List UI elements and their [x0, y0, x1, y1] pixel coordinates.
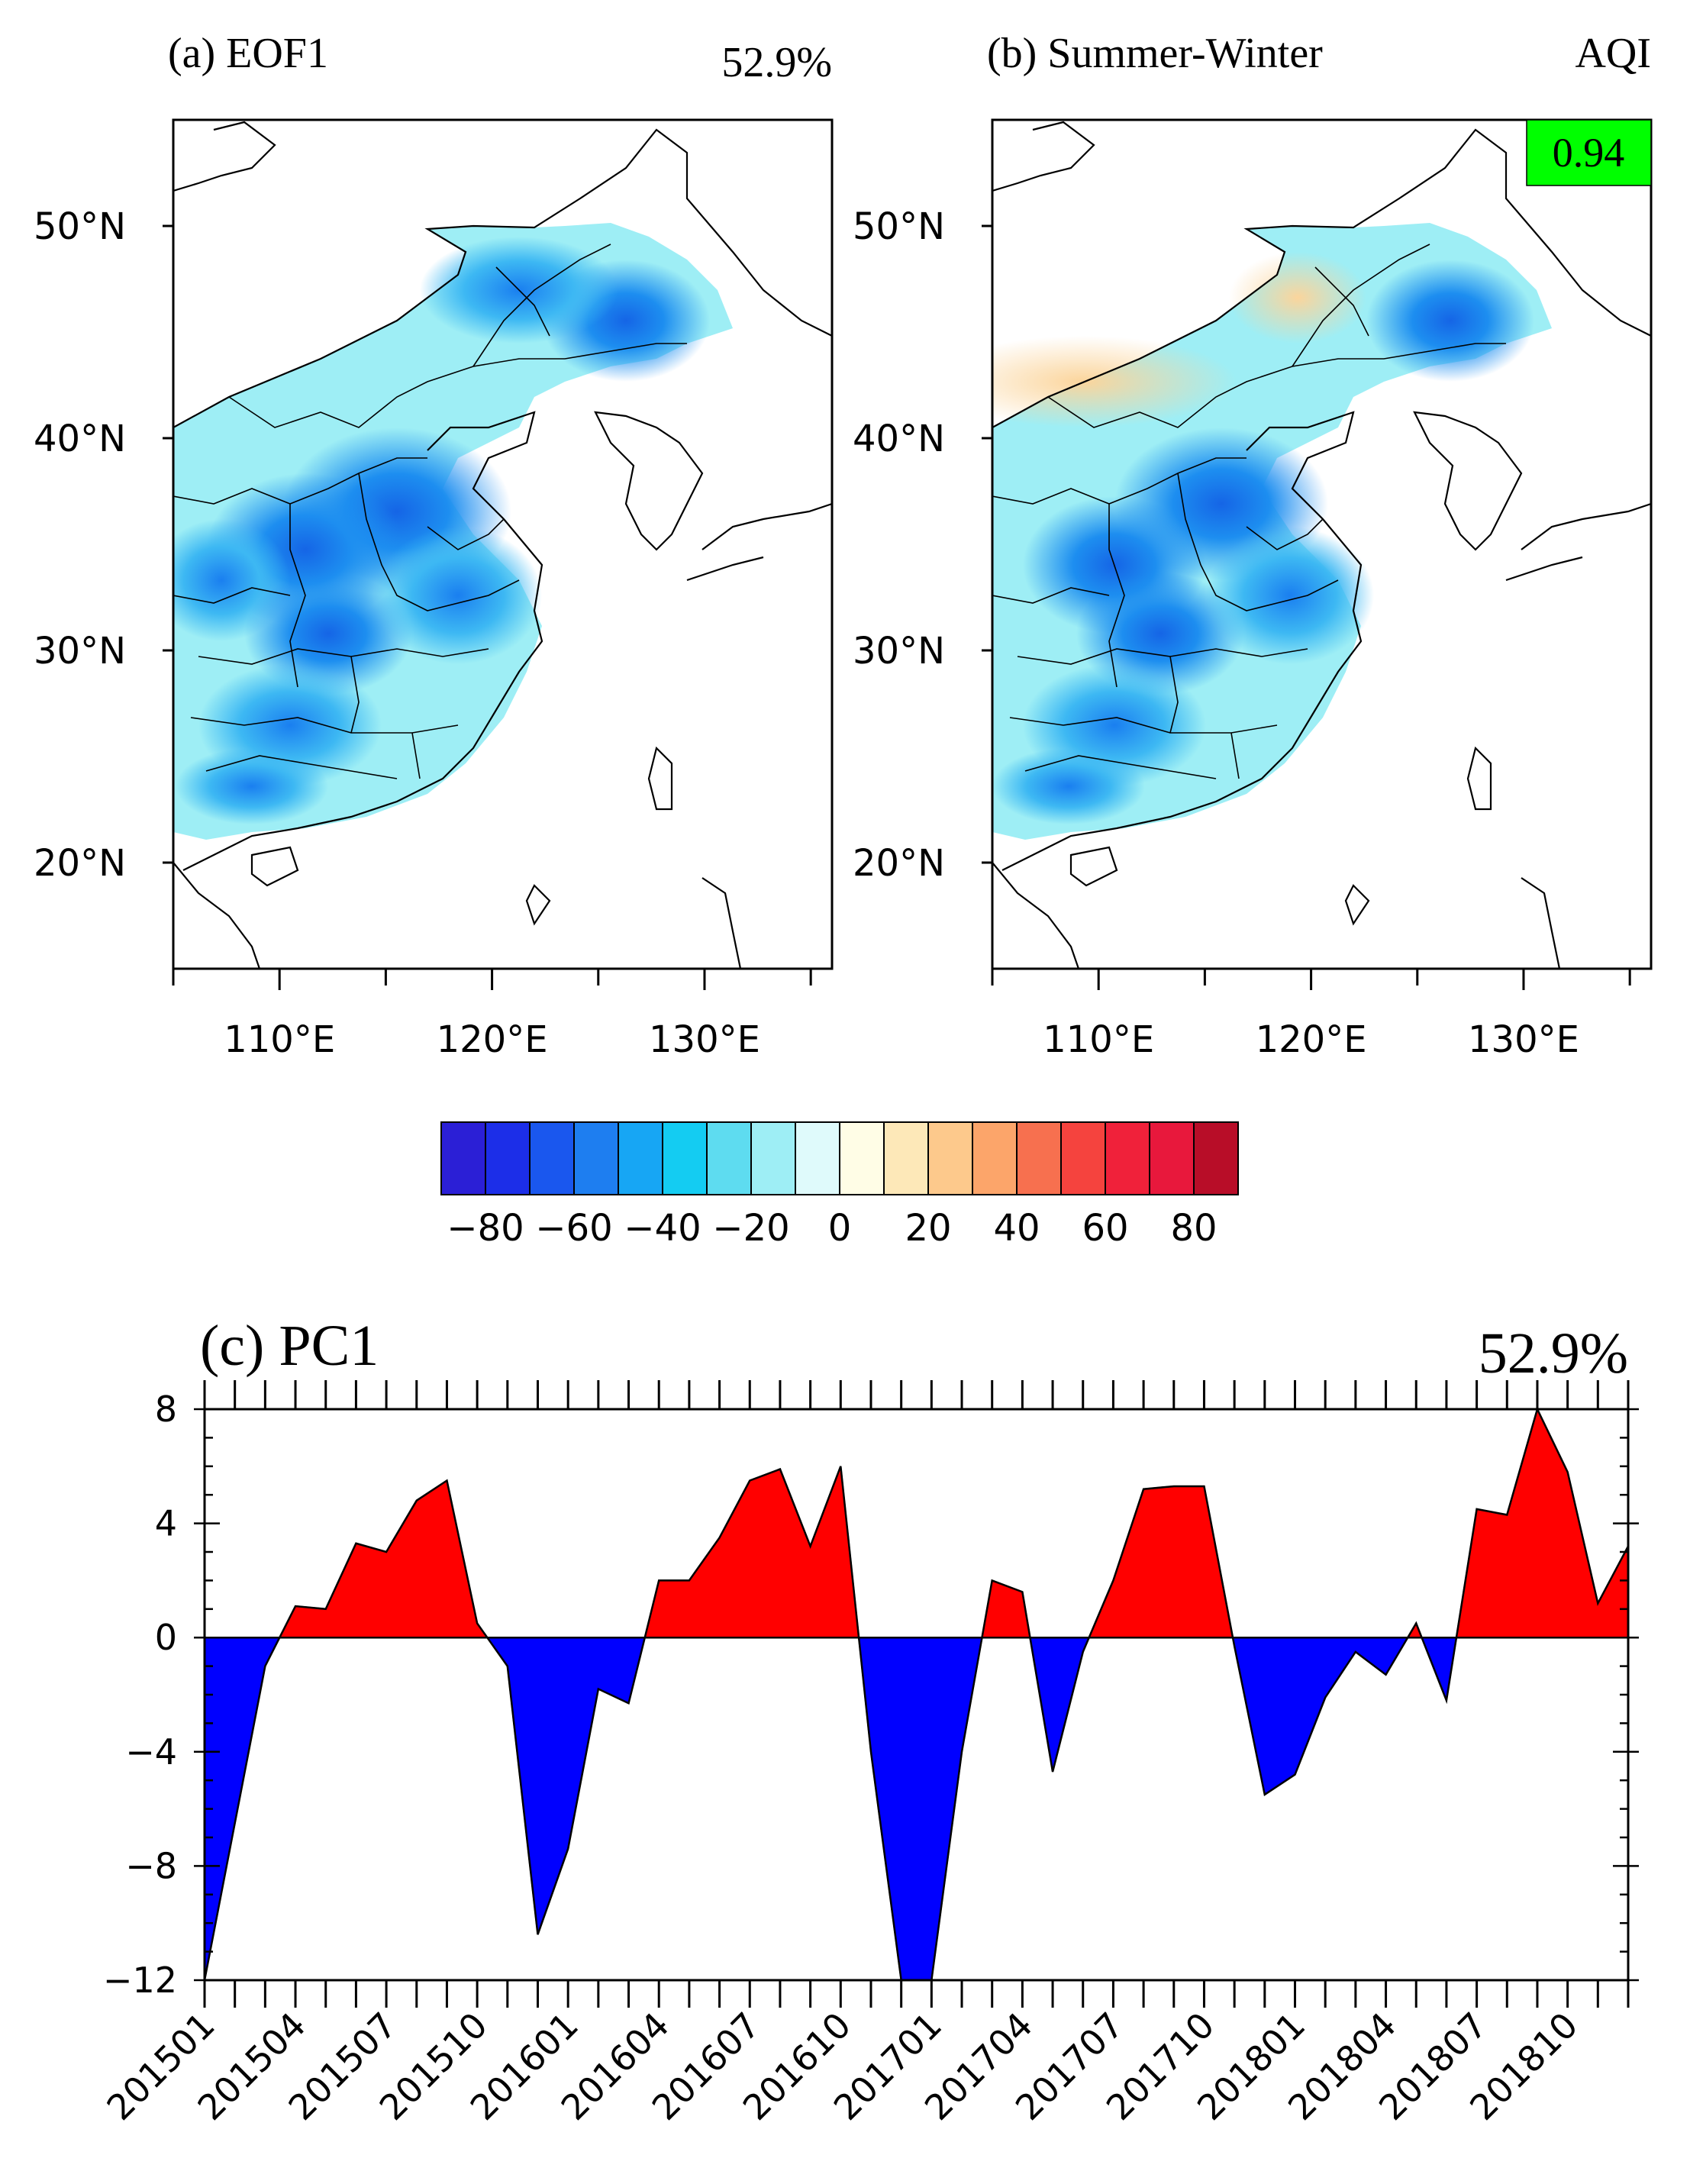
panel-a-title: (a) EOF1: [168, 30, 328, 77]
panel-a-frame: [172, 118, 834, 970]
y-tick-label: −8: [125, 1845, 177, 1886]
panel-a: (a) EOF1 52.9%: [34, 30, 834, 1061]
negative-area: [204, 1637, 1628, 1981]
colorbar-tick-label: 60: [1082, 1207, 1128, 1250]
pc1-area: [203, 1406, 1630, 1982]
panel-b-frame: [991, 118, 1653, 970]
colorbar-swatch: [1016, 1121, 1062, 1195]
colorbar-swatch: [440, 1121, 486, 1195]
panel-b: (b) Summer-Winter AQI: [853, 30, 1653, 1061]
colorbar-tick-label: −80: [447, 1207, 524, 1250]
positive-area: [205, 1407, 1629, 1639]
panel-a-province-borders: [173, 244, 687, 779]
panel-a-lat-ticks: 50°N 40°N 30°N 20°N: [34, 205, 173, 885]
panel-a-lon-label: 110°E: [224, 1018, 335, 1061]
colorbar-swatch: [972, 1121, 1018, 1195]
colorbar-swatches: [440, 1121, 1239, 1195]
panel-c: (c) PC1 52.9% 840−4−8−12 201501201504201…: [98, 1314, 1639, 2128]
colorbar-swatch: [618, 1121, 663, 1195]
colorbar-swatch: [529, 1121, 575, 1195]
colorbar-swatch: [1060, 1121, 1106, 1195]
colorbar-tick-label: −40: [624, 1207, 701, 1250]
panel-a-lat-label: 50°N: [34, 205, 126, 248]
colorbar-swatch: [1105, 1121, 1150, 1195]
panel-a-lat-label: 40°N: [34, 418, 126, 460]
panel-a-lat-label: 30°N: [34, 630, 126, 673]
panel-b-label: AQI: [1575, 30, 1651, 77]
panel-b-blob: [992, 748, 1145, 824]
colorbar-swatch: [927, 1121, 973, 1195]
colorbar-swatch: [883, 1121, 929, 1195]
colorbar-tick-label: 20: [905, 1207, 951, 1250]
y-tick-label: −12: [103, 1960, 177, 2001]
panel-b-lon-label: 130°E: [1468, 1018, 1579, 1061]
panel-b-blob: [1229, 252, 1366, 344]
colorbar-swatch: [706, 1121, 752, 1195]
y-tick-label: 0: [155, 1617, 177, 1658]
panel-b-lon-ticks: 110°E 120°E 130°E: [991, 969, 1631, 1061]
y-tick-label: 4: [155, 1503, 177, 1544]
panel-b-lat-ticks: 50°N 40°N 30°N 20°N: [853, 205, 992, 885]
colorbar-tick-label: −60: [535, 1207, 612, 1250]
panel-b-blob: [1206, 527, 1374, 664]
panel-b-map: [992, 120, 1651, 969]
colorbar-swatch: [485, 1121, 531, 1195]
panel-a-lon-label: 120°E: [437, 1018, 548, 1061]
colorbar-tick-label: −20: [712, 1207, 789, 1250]
panel-b-blob: [992, 336, 1237, 427]
colorbar-tick-label: 40: [993, 1207, 1040, 1250]
panel-a-coastlines: [173, 121, 832, 969]
panel-b-title: (b) Summer-Winter: [987, 30, 1323, 77]
colorbar-swatch: [750, 1121, 796, 1195]
panel-a-blob: [176, 748, 328, 824]
y-axis-ticks: 8 4 0 −4 −8 −12: [103, 1389, 1639, 2001]
colorbar-swatch: [573, 1121, 619, 1195]
panel-b-blob: [1366, 260, 1534, 382]
panel-b-coastlines: [992, 121, 1651, 969]
panel-a-variance: 52.9%: [721, 39, 832, 86]
y-tick-label: −4: [125, 1731, 177, 1773]
panel-a-blob: [374, 527, 542, 664]
colorbar-tick-label: 80: [1170, 1207, 1217, 1250]
panel-a-lon-ticks: 110°E 120°E 130°E: [172, 969, 812, 1061]
colorbar-swatch: [1149, 1121, 1195, 1195]
x-axis-ticks: 2015012015042015072015102016012016042016…: [98, 1380, 1630, 2128]
colorbar-swatch: [795, 1121, 840, 1195]
panel-a-lat-label: 20°N: [34, 842, 126, 885]
chart-variance: 52.9%: [1479, 1321, 1628, 1386]
panel-a-blob: [244, 573, 412, 695]
colorbar-labels: −80 −60 −40 −20 0 20 40 60 80: [447, 1207, 1217, 1250]
panel-b-lat-label: 40°N: [853, 418, 945, 460]
correlation-value: 0.94: [1553, 130, 1625, 176]
correlation-badge: [1526, 119, 1652, 186]
panel-a-lon-label: 130°E: [649, 1018, 760, 1061]
panel-b-blob: [1076, 573, 1244, 695]
panel-b-lat-label: 50°N: [853, 205, 945, 248]
colorbar-swatch: [662, 1121, 708, 1195]
panel-b-lat-label: 20°N: [853, 842, 945, 885]
panel-b-lon-label: 110°E: [1043, 1018, 1154, 1061]
y-tick-label: 8: [155, 1389, 177, 1430]
colorbar-tick-label: 0: [828, 1207, 852, 1250]
panel-a-map: [173, 120, 832, 969]
panel-b-lat-label: 30°N: [853, 630, 945, 673]
colorbar: −80 −60 −40 −20 0 20 40 60 80: [440, 1121, 1239, 1250]
panel-b-lon-label: 120°E: [1256, 1018, 1367, 1061]
colorbar-swatch: [839, 1121, 885, 1195]
chart-title: (c) PC1: [200, 1314, 379, 1378]
panel-b-province-borders: [992, 244, 1506, 779]
colorbar-swatch: [1193, 1121, 1239, 1195]
